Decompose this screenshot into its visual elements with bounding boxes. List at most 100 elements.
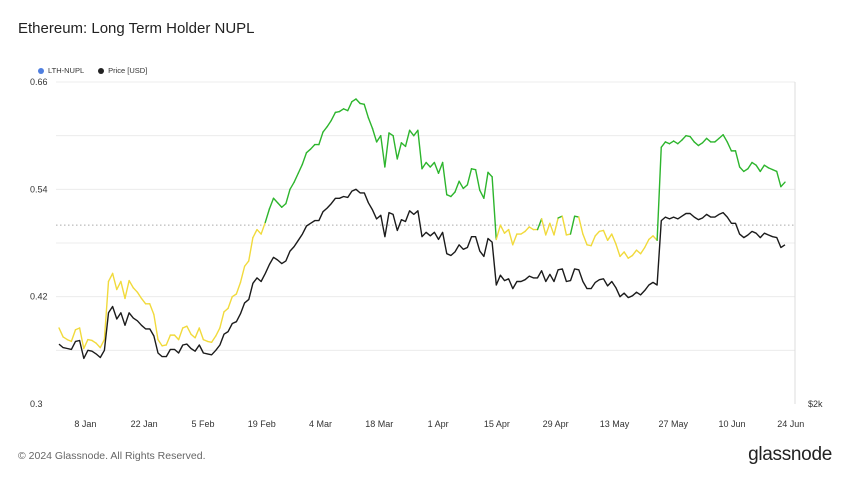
lth-nupl-segment <box>685 134 691 138</box>
lth-nupl-segment <box>573 215 580 218</box>
lth-nupl-segment <box>627 254 634 259</box>
lth-nupl-segment <box>99 338 106 349</box>
lth-nupl-segment <box>421 161 427 170</box>
lth-nupl-segment <box>437 161 444 174</box>
lth-nupl-segment <box>252 228 258 239</box>
lth-nupl-segment <box>734 150 741 168</box>
lth-nupl-segment <box>157 338 163 347</box>
lth-nupl-segment <box>293 172 299 183</box>
legend-label-price: Price [USD] <box>108 66 148 75</box>
lth-nupl-segment <box>578 216 584 235</box>
glassnode-logo: glassnode <box>748 444 832 465</box>
lth-nupl-segment <box>408 129 415 137</box>
lth-nupl-segment <box>681 134 687 141</box>
lth-nupl-segment <box>483 171 489 199</box>
lth-nupl-segment <box>285 188 291 205</box>
lth-nupl-segment <box>206 340 213 343</box>
lth-nupl-segment <box>107 272 114 283</box>
lth-nupl-segment <box>619 251 625 258</box>
lth-nupl-segment <box>631 249 638 257</box>
lth-nupl-segment <box>74 327 81 331</box>
lth-nupl-segment <box>239 265 246 284</box>
lth-nupl-segment <box>557 215 563 219</box>
y-tick-label: 0.42 <box>30 292 48 302</box>
y-tick-label: 0.3 <box>30 399 43 409</box>
lth-nupl-segment <box>611 233 617 245</box>
lth-nupl-segment <box>384 132 390 168</box>
lth-nupl-segment <box>433 161 440 174</box>
lth-nupl-segment <box>194 327 200 339</box>
x-tick-label: 22 Jan <box>131 419 158 429</box>
lth-nupl-segment <box>351 98 357 103</box>
lth-nupl-segment <box>726 141 733 152</box>
lth-nupl-segment <box>594 230 601 237</box>
lth-nupl-segment <box>186 325 192 335</box>
lth-nupl-segment <box>392 134 398 160</box>
lth-nupl-segment <box>487 171 493 178</box>
lth-nupl-segment <box>648 235 654 241</box>
lth-nupl-segment <box>693 141 700 147</box>
x-tick-label: 19 Feb <box>248 419 276 429</box>
lth-nupl-segment <box>582 233 588 246</box>
lth-nupl-segment <box>334 110 341 114</box>
x-tick-label: 8 Jan <box>74 419 96 429</box>
lth-nupl-segment <box>780 181 786 188</box>
lth-nupl-segment <box>763 164 770 169</box>
lth-nupl-segment <box>318 131 324 146</box>
y-tick-label: 0.54 <box>30 184 48 194</box>
lth-nupl-segment <box>124 279 130 300</box>
lth-nupl-segment <box>639 246 646 255</box>
lth-nupl-segment <box>111 272 118 291</box>
lth-nupl-segment <box>545 222 551 236</box>
lth-nupl-segment <box>635 249 642 255</box>
lth-nupl-segment <box>623 251 629 259</box>
lth-nupl-segment <box>672 140 679 145</box>
price-line <box>58 188 786 360</box>
lth-nupl-segment <box>470 168 477 171</box>
lth-nupl-segment <box>561 215 568 236</box>
x-tick-label: 29 Apr <box>543 419 569 429</box>
lth-nupl-segment <box>776 170 782 188</box>
lth-nupl-segment <box>243 260 250 267</box>
lth-nupl-segment <box>644 238 650 249</box>
lth-nupl-segment <box>429 161 436 168</box>
lth-nupl-segment <box>202 338 209 343</box>
legend-item-lth-nupl[interactable]: LTH-NUPL <box>38 66 84 75</box>
lth-nupl-segment <box>309 143 316 150</box>
lth-nupl-segment <box>149 303 155 316</box>
lth-nupl-segment <box>549 222 555 236</box>
lth-nupl-segment <box>602 229 609 242</box>
lth-nupl-segment <box>136 291 143 300</box>
lth-nupl-segment <box>606 233 613 242</box>
lth-nupl-segment <box>219 311 225 329</box>
lth-nupl-segment <box>441 161 448 196</box>
lth-nupl-segment <box>375 134 382 143</box>
lth-nupl-segment <box>660 141 667 148</box>
lth-nupl-segment <box>210 335 217 343</box>
lth-nupl-segment <box>248 236 254 262</box>
lth-nupl-segment <box>771 168 778 173</box>
lth-nupl-segment <box>755 164 761 173</box>
lth-nupl-segment <box>87 338 93 342</box>
lth-nupl-segment <box>66 338 73 343</box>
lth-nupl-segment <box>404 129 411 148</box>
lth-nupl-segment <box>417 129 423 170</box>
lth-nupl-segment <box>367 117 374 130</box>
lth-nupl-segment <box>413 129 419 137</box>
legend-item-price[interactable]: Price [USD] <box>98 66 147 75</box>
lth-nupl-segment <box>491 176 497 241</box>
x-tick-label: 10 Jun <box>719 419 746 429</box>
lth-nupl-segment <box>495 224 502 241</box>
lth-nupl-segment <box>499 224 506 234</box>
lth-nupl-segment <box>396 142 403 160</box>
lth-nupl-segment <box>747 161 753 170</box>
lth-nupl-segment <box>759 164 766 173</box>
lth-nupl-segment <box>231 293 238 298</box>
lth-nupl-segment <box>347 100 353 112</box>
lth-nupl-segment <box>276 202 283 208</box>
lth-nupl-segment <box>388 132 394 137</box>
lth-nupl-segment <box>536 218 543 231</box>
lth-nupl-segment <box>722 134 728 143</box>
lth-nupl-segment <box>479 189 485 199</box>
lth-nupl-segment <box>446 193 452 198</box>
